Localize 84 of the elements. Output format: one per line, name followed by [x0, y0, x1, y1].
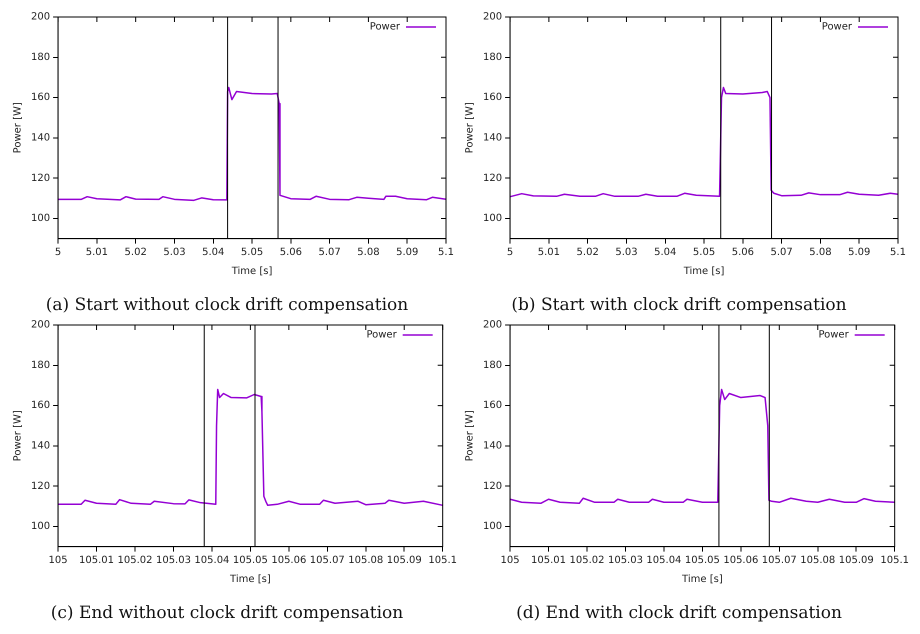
x-tick-label: 5.09	[396, 247, 418, 258]
y-tick-label: 120	[30, 172, 50, 184]
x-tick-label: 105.1	[428, 555, 458, 566]
x-tick-label: 105.05	[684, 555, 720, 566]
y-tick-label: 200	[482, 12, 502, 23]
x-tick-label: 105.07	[310, 555, 345, 566]
y-axis-title: Power [W]	[464, 102, 476, 154]
legend-label: Power	[818, 330, 850, 341]
x-tick-label: 5.01	[538, 247, 560, 258]
y-tick-label: 180	[482, 52, 502, 63]
x-tick-label: 105.01	[79, 555, 114, 566]
x-tick-label: 5.01	[86, 247, 108, 258]
y-tick-label: 120	[482, 480, 502, 492]
y-axis-title: Power [W]	[464, 410, 476, 462]
y-tick-label: 140	[30, 132, 50, 144]
y-tick-label: 100	[30, 521, 50, 532]
x-tick-label: 105.02	[118, 555, 153, 566]
y-tick-label: 140	[482, 440, 502, 452]
x-tick-label: 105	[500, 555, 520, 566]
x-tick-label: 105.03	[608, 555, 643, 566]
x-tick-label: 105.09	[386, 555, 422, 566]
y-tick-label: 100	[30, 213, 50, 224]
x-tick-label: 105.05	[232, 555, 268, 566]
y-tick-label: 200	[30, 12, 50, 23]
x-tick-label: 5	[506, 247, 514, 258]
x-axis-title: Time [s]	[681, 574, 723, 586]
x-tick-label: 5.1	[890, 247, 906, 258]
y-tick-label: 120	[482, 172, 502, 184]
x-tick-label: 5.06	[280, 247, 302, 258]
x-tick-label: 105.01	[531, 555, 566, 566]
x-tick-label: 105.04	[194, 555, 230, 566]
x-tick-label: 105.04	[646, 555, 682, 566]
y-axis-title: Power [W]	[12, 410, 24, 462]
x-tick-label: 105	[48, 555, 68, 566]
x-tick-label: 5.04	[202, 247, 224, 258]
y-tick-label: 160	[30, 400, 50, 412]
x-tick-label: 5.04	[654, 247, 676, 258]
x-tick-label: 5.08	[357, 247, 380, 258]
y-tick-label: 140	[30, 440, 50, 452]
x-tick-label: 105.03	[156, 555, 191, 566]
text: (a) Start without clock drift compensation	[46, 295, 408, 316]
y-tick-label: 180	[30, 360, 50, 371]
y-tick-label: 180	[30, 52, 50, 63]
x-axis-title: Time [s]	[682, 266, 724, 278]
x-tick-label: 5.05	[692, 247, 716, 258]
y-axis-title: Power [W]	[12, 102, 24, 154]
y-tick-label: 100	[482, 213, 502, 224]
x-tick-label: 5	[54, 247, 62, 258]
x-tick-label: 5.06	[732, 247, 754, 258]
y-tick-label: 200	[482, 320, 502, 331]
x-tick-label: 105.02	[570, 555, 605, 566]
y-tick-label: 160	[30, 92, 50, 104]
x-tick-label: 105.06	[723, 555, 758, 566]
y-tick-label: 180	[482, 360, 502, 371]
x-tick-label: 105.08	[800, 555, 836, 566]
x-tick-label: 105.09	[838, 555, 874, 566]
x-tick-label: 105.07	[762, 555, 797, 566]
x-tick-label: 105.1	[880, 555, 910, 566]
y-tick-label: 160	[482, 400, 502, 412]
legend-label: Power	[822, 22, 853, 33]
legend-label: Power	[366, 330, 398, 341]
x-tick-label: 5.02	[124, 247, 147, 258]
x-tick-label: 105.08	[348, 555, 384, 566]
text: (c) End without clock drift compensation	[50, 603, 404, 624]
x-axis-title: Time [s]	[229, 574, 271, 586]
y-tick-label: 140	[482, 132, 502, 144]
x-tick-label: 5.07	[770, 247, 793, 258]
x-tick-label: 5.08	[809, 247, 832, 258]
y-tick-label: 200	[30, 320, 50, 331]
x-tick-label: 5.09	[848, 247, 870, 258]
x-tick-label: 5.03	[163, 247, 186, 258]
y-tick-label: 100	[482, 521, 502, 532]
y-tick-label: 160	[482, 92, 502, 104]
x-tick-label: 5.1	[438, 247, 454, 258]
x-tick-label: 5.07	[318, 247, 341, 258]
y-tick-label: 120	[30, 480, 50, 492]
x-tick-label: 5.05	[240, 247, 264, 258]
legend-label: Power	[370, 22, 401, 33]
text: (b) Start with clock drift compensation	[511, 295, 847, 316]
text: (d) End with clock drift compensation	[516, 603, 842, 624]
x-tick-label: 5.03	[615, 247, 638, 258]
x-tick-label: 105.06	[271, 555, 306, 566]
x-axis-title: Time [s]	[230, 266, 272, 278]
x-tick-label: 5.02	[576, 247, 599, 258]
